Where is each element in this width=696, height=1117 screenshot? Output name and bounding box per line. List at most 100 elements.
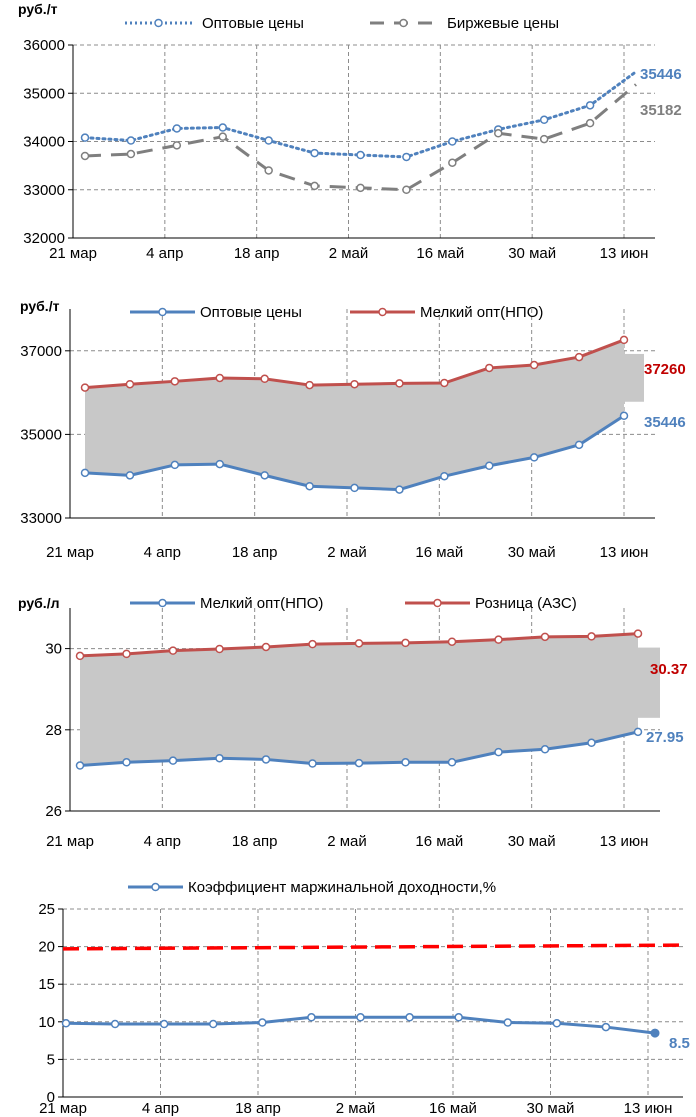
x-tick-label: 4 апр xyxy=(144,833,181,850)
data-point-end xyxy=(650,1028,660,1038)
data-point xyxy=(215,459,224,469)
data-point xyxy=(126,136,136,145)
y-tick-label: 34000 xyxy=(23,134,65,151)
legend-marker-3-0 xyxy=(151,882,160,892)
data-point xyxy=(494,747,503,757)
data-point xyxy=(440,471,449,481)
data-point xyxy=(258,1018,267,1027)
y-tick-label: 0 xyxy=(47,1089,55,1106)
spread-area xyxy=(85,339,624,490)
x-tick-label: 21 мар xyxy=(49,245,97,262)
x-tick-label: 16 май xyxy=(416,245,464,262)
x-tick-label: 13 июн xyxy=(600,544,649,561)
y-tick-label: 33000 xyxy=(23,182,65,199)
x-tick-label: 2 май xyxy=(329,245,369,262)
data-point xyxy=(447,637,457,646)
data-point xyxy=(574,440,584,450)
data-point xyxy=(633,727,643,737)
y-tick-label: 37000 xyxy=(20,343,62,360)
legend-label: Оптовые цены xyxy=(200,304,302,321)
legend-marker-2-0 xyxy=(158,598,167,608)
data-point xyxy=(305,380,314,390)
data-point xyxy=(110,1019,120,1029)
data-point xyxy=(503,1018,512,1027)
data-point xyxy=(310,181,319,191)
data-point xyxy=(172,141,182,150)
data-point xyxy=(308,639,317,649)
data-point xyxy=(125,379,135,389)
data-point xyxy=(75,651,85,661)
data-point xyxy=(126,149,136,159)
y-tick-label: 28 xyxy=(45,722,62,739)
data-point xyxy=(261,642,271,652)
x-tick-label: 13 июн xyxy=(624,1100,673,1117)
x-tick-label: 18 апр xyxy=(232,544,278,561)
data-point xyxy=(122,758,131,767)
spread-area xyxy=(80,633,638,766)
y-tick-label: 30 xyxy=(45,641,62,658)
legend-label: Биржевые цены xyxy=(447,15,559,32)
margin-coefficient-chart: 21 мар 4 апр 18 апр 2 май 16 май 30 май 13 июн… xyxy=(38,879,690,1117)
legend-marker-1-0 xyxy=(158,307,167,317)
data-point xyxy=(354,639,364,648)
data-point xyxy=(494,635,503,644)
data-point xyxy=(485,363,494,373)
x-tick-label: 2 май xyxy=(327,544,367,561)
x-tick-label: 4 апр xyxy=(142,1100,179,1117)
data-point xyxy=(215,373,224,383)
data-point xyxy=(587,738,596,748)
data-point xyxy=(405,1013,414,1022)
x-tick-label: 30 май xyxy=(508,544,556,561)
data-point xyxy=(305,481,314,491)
x-tick-label: 4 апр xyxy=(144,544,181,561)
x-tick-label: 21 мар xyxy=(46,833,94,850)
data-point xyxy=(448,137,457,146)
legend-label: Мелкий опт(НПО) xyxy=(200,595,323,612)
reference-line xyxy=(62,943,684,951)
callout-value-label: 35182 xyxy=(640,102,682,119)
data-point xyxy=(601,1022,611,1032)
data-point xyxy=(159,1019,169,1029)
wholesale-vs-small-wholesale-chart: 21 мар 4 апр 18 апр 2 май 16 май 30 май 13 июн… xyxy=(20,298,686,561)
x-tick-label: 30 май xyxy=(508,833,556,850)
callout-value-label: 37260 xyxy=(644,361,686,378)
y-tick-label: 20 xyxy=(38,939,55,956)
legend-label: Розница (АЗС) xyxy=(475,595,577,612)
callout-value-label: 30.37 xyxy=(650,661,688,678)
data-point xyxy=(354,758,364,768)
data-point xyxy=(310,148,319,158)
data-point xyxy=(529,453,539,462)
legend-marker-0-0 xyxy=(154,18,163,28)
data-point xyxy=(633,629,643,638)
x-tick-label: 16 май xyxy=(429,1100,477,1117)
data-point xyxy=(619,335,629,345)
data-point xyxy=(80,133,90,142)
x-tick-label: 16 май xyxy=(415,833,463,850)
data-point xyxy=(539,134,549,144)
x-tick-label: 2 май xyxy=(327,833,367,850)
x-tick-label: 18 апр xyxy=(235,1100,281,1117)
data-point xyxy=(529,360,539,370)
spread-band-end xyxy=(624,353,644,402)
data-point xyxy=(122,649,131,659)
y-tick-label: 36000 xyxy=(23,37,65,54)
data-point xyxy=(260,471,269,480)
data-point xyxy=(260,374,269,384)
data-point xyxy=(540,632,550,642)
data-point xyxy=(170,460,180,470)
x-tick-label: 30 май xyxy=(527,1100,575,1117)
data-point xyxy=(75,761,85,770)
data-point xyxy=(454,1013,463,1022)
data-point xyxy=(80,468,90,478)
x-tick-label: 13 июн xyxy=(600,833,649,850)
data-point xyxy=(540,745,550,754)
data-point xyxy=(356,150,365,160)
data-point xyxy=(402,185,411,194)
data-point xyxy=(395,379,404,388)
unit-label: руб./т xyxy=(20,298,60,314)
callout-value-label: 27.95 xyxy=(646,729,684,746)
data-point xyxy=(215,753,224,763)
data-point xyxy=(587,632,596,641)
legend-label: Мелкий опт(НПО) xyxy=(420,304,543,321)
